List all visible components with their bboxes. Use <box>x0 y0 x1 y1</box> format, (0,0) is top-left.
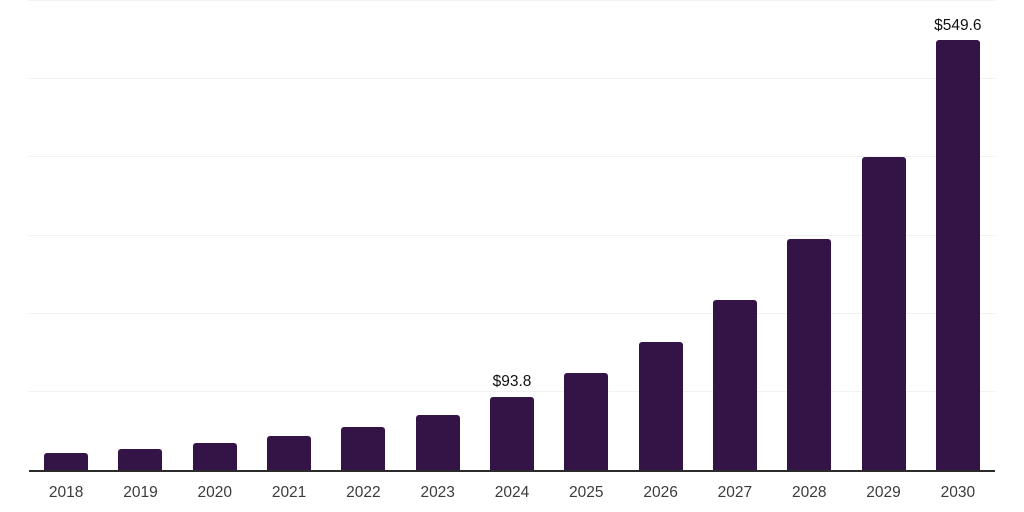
value-label-2030: $549.6 <box>934 16 982 34</box>
x-tick-label-2030: 2030 <box>940 484 976 501</box>
x-tick-label-2020: 2020 <box>197 484 233 501</box>
gridline-500 <box>29 78 995 80</box>
x-axis-line <box>29 470 995 472</box>
bar-2029 <box>861 157 906 470</box>
bar-2027 <box>712 299 757 470</box>
value-label-2024: $93.8 <box>492 373 532 391</box>
x-tick-label-2021: 2021 <box>271 484 307 501</box>
bar-2022 <box>341 427 386 470</box>
plot-area: $93.8 $549.6 <box>29 0 995 470</box>
x-tick-label-2022: 2022 <box>346 484 381 501</box>
bar-2019 <box>118 448 163 470</box>
x-tick-label-2028: 2028 <box>791 484 827 501</box>
bar-2018 <box>44 452 89 470</box>
bar-2026 <box>638 341 683 470</box>
bar-2025 <box>564 373 609 470</box>
bar-2020 <box>192 443 237 470</box>
bar-2024 <box>490 396 534 470</box>
x-tick-label-2024: 2024 <box>494 484 530 501</box>
x-tick-label-2018: 2018 <box>48 484 84 501</box>
gridline-200 <box>29 312 995 314</box>
bar-2023 <box>415 414 460 470</box>
gridline-300 <box>29 234 995 236</box>
bar-2030 <box>935 40 980 470</box>
gridline-100 <box>29 390 995 392</box>
gridline-600 <box>29 0 995 1</box>
x-tick-label-2029: 2029 <box>866 484 901 501</box>
x-tick-label-2025: 2025 <box>569 484 604 501</box>
x-tick-label-2023: 2023 <box>420 484 455 501</box>
x-tick-label-2026: 2026 <box>643 484 678 501</box>
x-tick-label-2019: 2019 <box>123 484 158 501</box>
bar-2021 <box>267 436 312 470</box>
x-tick-label-2027: 2027 <box>717 484 753 501</box>
gridline-400 <box>29 156 995 158</box>
bar-2028 <box>787 239 832 470</box>
